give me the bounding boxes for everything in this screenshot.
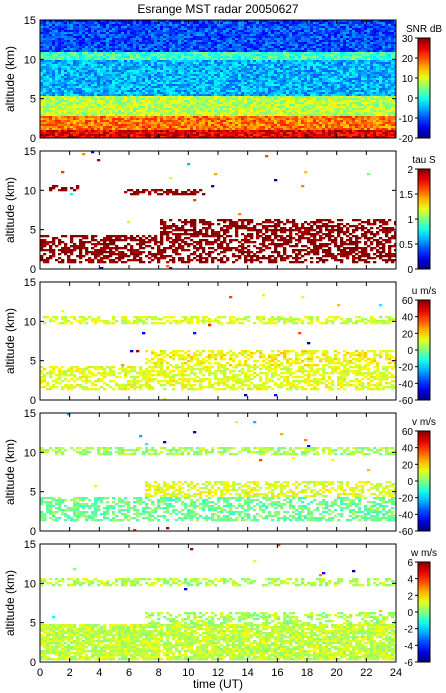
colorbar-tick-label: 0 <box>407 346 413 357</box>
colorbar <box>417 168 431 270</box>
colorbar-tick-label: -40 <box>399 379 414 390</box>
y-tick-label: 5 <box>30 618 36 630</box>
y-tick-label: 5 <box>30 487 36 499</box>
colorbar <box>417 430 431 532</box>
y-tick-label: 15 <box>24 15 36 27</box>
y-tick-label: 10 <box>24 447 36 459</box>
colorbar-tick-label: -20 <box>399 494 414 505</box>
y-tick-label: 15 <box>24 277 36 289</box>
colorbar-tick-label: -6 <box>404 658 413 669</box>
colorbar-tick-label: -2 <box>404 625 413 636</box>
y-axis-label: altitude (km) <box>3 308 17 374</box>
colorbar-label: u m/s <box>412 286 436 297</box>
y-tick-label: 0 <box>30 133 36 145</box>
colorbar-tick-label: 1 <box>407 215 413 226</box>
y-tick-label: 15 <box>24 146 36 158</box>
colorbar-tick-label: 2 <box>407 591 413 602</box>
colorbar-label: w m/s <box>410 548 437 559</box>
x-tick-label: 24 <box>390 667 402 679</box>
colorbar <box>417 299 431 401</box>
y-tick-label: 5 <box>30 94 36 106</box>
data-field <box>40 151 396 269</box>
y-tick-label: 0 <box>30 657 36 669</box>
colorbar-tick-label: -20 <box>399 363 414 374</box>
x-tick-label: 18 <box>301 667 313 679</box>
colorbar <box>417 37 431 139</box>
y-tick-label: 10 <box>24 316 36 328</box>
x-tick-label: 4 <box>96 667 102 679</box>
colorbar-tick-label: -60 <box>399 527 414 538</box>
colorbar-tick-label: 20 <box>402 54 414 65</box>
colorbar-label: v m/s <box>412 417 436 428</box>
y-tick-label: 0 <box>30 395 36 407</box>
colorbar-label: tau S <box>412 155 436 166</box>
colorbar-label: SNR dB <box>406 24 442 35</box>
colorbar-tick-label: 20 <box>402 329 414 340</box>
x-tick-label: 12 <box>212 667 224 679</box>
y-tick-label: 10 <box>24 185 36 197</box>
y-axis-label: altitude (km) <box>3 570 17 636</box>
x-tick-label: 22 <box>360 667 372 679</box>
colorbar-tick-label: -20 <box>399 134 414 145</box>
colorbar-tick-label: 0.5 <box>399 240 413 251</box>
x-tick-label: 0 <box>37 667 43 679</box>
x-axis-label: time (UT) <box>193 677 243 691</box>
colorbar-tick-label: 0 <box>407 265 413 276</box>
y-tick-label: 0 <box>30 526 36 538</box>
x-tick-label: 2 <box>67 667 73 679</box>
data-field <box>40 294 396 400</box>
data-field <box>40 413 396 531</box>
y-tick-label: 0 <box>30 264 36 276</box>
y-axis-label: altitude (km) <box>3 46 17 112</box>
colorbar-tick-label: -10 <box>399 114 414 125</box>
colorbar-tick-label: 10 <box>402 74 414 85</box>
colorbar-tick-label: 2 <box>407 165 413 176</box>
colorbar-tick-label: -40 <box>399 510 414 521</box>
colorbar-tick-label: -4 <box>404 641 413 652</box>
y-axis-label: altitude (km) <box>3 439 17 505</box>
colorbar-tick-label: 20 <box>402 460 414 471</box>
y-tick-label: 10 <box>24 54 36 66</box>
colorbar-tick-label: 1.5 <box>399 190 413 201</box>
colorbar-tick-label: 60 <box>402 427 414 438</box>
x-tick-label: 10 <box>182 667 194 679</box>
x-tick-label: 8 <box>156 667 162 679</box>
colorbar-tick-label: 6 <box>407 558 413 569</box>
colorbar-tick-label: 40 <box>402 444 414 455</box>
panel-u: 0 5 10 15 altitude (km) u m/s60 40 20 0 -20 -40 -60 <box>3 277 436 407</box>
data-field <box>40 544 396 661</box>
y-tick-label: 5 <box>30 356 36 368</box>
y-tick-label: 15 <box>24 408 36 420</box>
x-tick-label: 14 <box>242 667 254 679</box>
colorbar-tick-label: -60 <box>399 396 414 407</box>
panel-v: 0 5 10 15 altitude (km) v m/s60 40 20 0 -20 -40 -60 <box>3 408 436 538</box>
y-tick-label: 10 <box>24 578 36 590</box>
y-tick-label: 5 <box>30 225 36 237</box>
x-tick-label: 20 <box>331 667 343 679</box>
colorbar-tick-label: 0 <box>407 608 413 619</box>
x-tick-label: 6 <box>126 667 132 679</box>
y-tick-label: 15 <box>24 539 36 551</box>
colorbar-tick-label: 0 <box>407 477 413 488</box>
colorbar-tick-label: 4 <box>407 575 413 586</box>
colorbar-tick-label: 0 <box>407 94 413 105</box>
y-axis-label: altitude (km) <box>3 177 17 243</box>
colorbar-tick-label: 40 <box>402 313 414 324</box>
colorbar-tick-label: 30 <box>402 34 414 45</box>
figure-title: Esrange MST radar 20050627 <box>137 2 299 16</box>
x-tick-label: 16 <box>271 667 283 679</box>
colorbar <box>417 561 431 663</box>
data-field <box>40 20 396 138</box>
panel-tau: 0 5 10 15 altitude (km) tau S2 1.5 1 0.5 0 <box>3 146 436 276</box>
colorbar-tick-label: 60 <box>402 296 414 307</box>
